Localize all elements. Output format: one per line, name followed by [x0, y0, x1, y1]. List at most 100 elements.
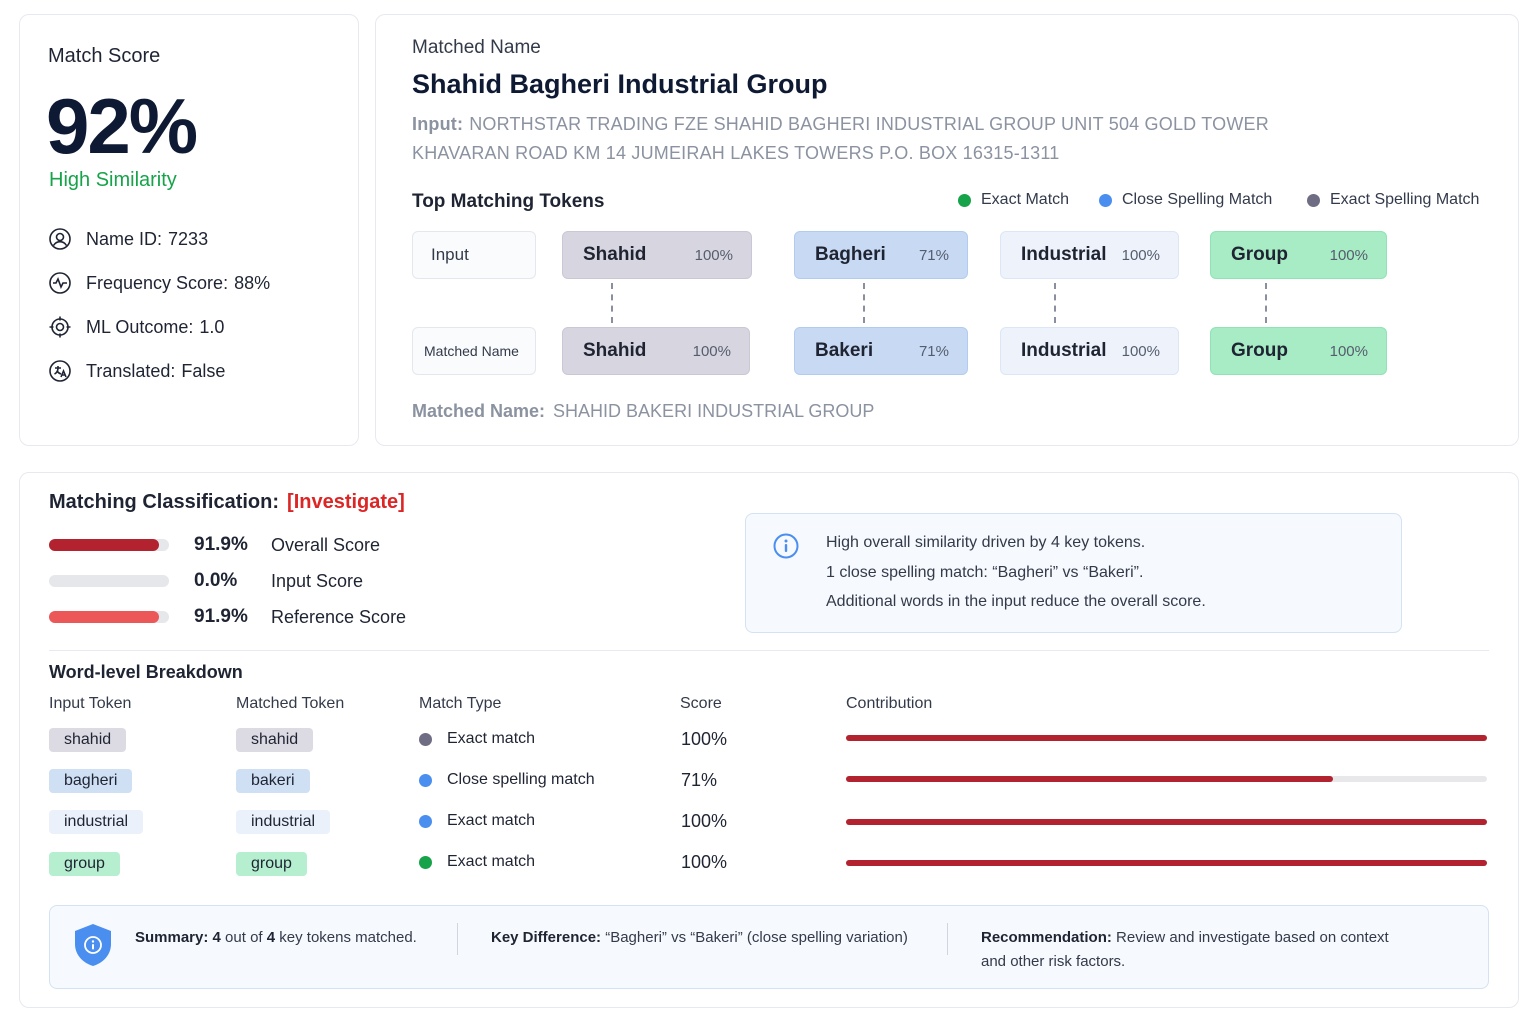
- info-line: Additional words in the input reduce the…: [826, 593, 1206, 610]
- matched-token-chip: group: [236, 852, 307, 876]
- target-icon: [49, 316, 71, 338]
- token-percent: 100%: [1329, 342, 1368, 360]
- summary-tail: key tokens matched.: [279, 929, 417, 946]
- legend-exact-spelling: Exact Spelling Match: [1307, 191, 1479, 209]
- overall-score-bar: [49, 539, 169, 551]
- input-token-shahid: Shahid 100%: [562, 231, 752, 279]
- blue-dot-icon: [419, 814, 432, 828]
- input-text: Input: NORTHSTAR TRADING FZE SHAHID BAGHE…: [412, 110, 1332, 168]
- input-score-label: Input Score: [271, 571, 364, 591]
- token-percent: 100%: [1121, 246, 1160, 264]
- reference-score-label: Reference Score: [271, 607, 407, 627]
- legend-close-spelling: Close Spelling Match: [1099, 191, 1272, 209]
- green-dot-icon: [958, 193, 971, 207]
- translated-value: False: [181, 360, 226, 381]
- input-token-chip: bagheri: [49, 769, 133, 793]
- key-difference-text: Key Difference: “Bagheri” vs “Bakeri” (c…: [491, 926, 908, 950]
- header-matched-token: Matched Token: [236, 695, 345, 712]
- legend-label: Exact Match: [981, 191, 1070, 208]
- separator: [457, 923, 458, 955]
- token-word: Group: [1231, 340, 1288, 361]
- matched-name-footer-value: SHAHID BAKERI INDUSTRIAL GROUP: [553, 401, 875, 421]
- token-percent: 71%: [918, 246, 949, 264]
- info-box: High overall similarity driven by 4 key …: [745, 513, 1402, 633]
- connector-line: [611, 283, 613, 323]
- overall-score-value: 91.9%: [194, 534, 248, 555]
- match-type: Exact match: [419, 853, 535, 871]
- gray-dot-icon: [419, 732, 432, 746]
- token-percent: 100%: [1121, 342, 1160, 360]
- reference-score-bar: [49, 611, 169, 623]
- match-score-card: Match Score 92% High Similarity Name ID:…: [19, 14, 359, 446]
- summary-mid: out of: [225, 929, 263, 946]
- connector-line: [1054, 283, 1056, 323]
- input-text-line-2: KHAVARAN ROAD KM 14 JUMEIRAH LAKES TOWER…: [412, 143, 1060, 163]
- shield-icon: [75, 924, 111, 966]
- summary-text: Summary: 4 out of 4 key tokens matched.: [135, 926, 417, 950]
- matched-token-chip: bakeri: [236, 769, 310, 793]
- input-token-group: Group 100%: [1210, 231, 1387, 279]
- input-score-value: 0.0%: [194, 570, 238, 591]
- input-token-chip: shahid: [49, 728, 127, 752]
- input-text-line-1: NORTHSTAR TRADING FZE SHAHID BAGHERI IND…: [469, 114, 1269, 134]
- green-dot-icon: [419, 855, 432, 869]
- row-score: 100%: [681, 729, 728, 749]
- input-label: Input:: [412, 114, 464, 134]
- contribution-bar: [846, 860, 1487, 866]
- reference-score-value: 91.9%: [194, 606, 248, 627]
- pulse-icon: [49, 272, 71, 294]
- contribution-bar: [846, 819, 1487, 825]
- legend-label: Close Spelling Match: [1122, 191, 1273, 208]
- token-percent: 100%: [692, 342, 731, 360]
- matched-name-footer: Matched Name: SHAHID BAKERI INDUSTRIAL GR…: [412, 401, 874, 422]
- name-id-row: Name ID: 7233: [48, 227, 208, 251]
- connector-line: [863, 283, 865, 323]
- classification-status: [Investigate]: [287, 491, 405, 513]
- classification-card: Matching Classification: [Investigate] 91…: [19, 472, 1519, 1008]
- overall-score-label: Overall Score: [271, 535, 381, 555]
- translated-label: Translated:: [86, 360, 176, 381]
- input-token-bagheri: Bagheri 71%: [794, 231, 968, 279]
- summary-panel: Summary: 4 out of 4 key tokens matched. …: [49, 905, 1489, 989]
- similarity-label: High Similarity: [49, 169, 177, 191]
- row-label-matched: Matched Name: [412, 327, 536, 375]
- info-line: 1 close spelling match: “Bagheri” vs “Ba…: [826, 564, 1144, 581]
- token-word: Industrial: [1021, 340, 1107, 361]
- token-percent: 71%: [918, 342, 949, 360]
- frequency-score-row: Frequency Score: 88%: [48, 271, 270, 295]
- recommendation-label: Recommendation:: [981, 929, 1112, 946]
- blue-dot-icon: [419, 773, 432, 787]
- top-matching-tokens-title: Top Matching Tokens: [412, 191, 605, 212]
- matched-name-card: Matched Name Shahid Bagheri Industrial G…: [375, 14, 1519, 446]
- row-score: 71%: [681, 770, 718, 790]
- frequency-score-label: Frequency Score:: [86, 272, 229, 293]
- separator: [947, 923, 948, 955]
- match-score-label: Match Score: [48, 45, 161, 67]
- ml-outcome-value: 1.0: [199, 316, 225, 337]
- summary-total: 4: [266, 929, 276, 946]
- input-token-industrial: Industrial 100%: [1000, 231, 1179, 279]
- match-score-value: 92%: [46, 82, 198, 170]
- match-type: Exact match: [419, 730, 535, 748]
- word-breakdown-title: Word-level Breakdown: [49, 662, 243, 682]
- matched-token-group: Group 100%: [1210, 327, 1387, 375]
- key-difference-value: “Bagheri” vs “Bakeri” (close spelling va…: [605, 929, 908, 946]
- token-word: Bagheri: [815, 244, 886, 265]
- contribution-bar: [846, 735, 1487, 741]
- gray-dot-icon: [1307, 193, 1320, 207]
- classification-label: Matching Classification:: [49, 491, 280, 513]
- summary-count: 4: [212, 929, 221, 946]
- translate-icon: [49, 360, 71, 382]
- contribution-bar: [846, 776, 1487, 782]
- matched-token-bakeri: Bakeri 71%: [794, 327, 968, 375]
- input-token-chip: industrial: [49, 810, 144, 834]
- recommendation-value: Review and investigate based on context: [1116, 929, 1389, 946]
- token-word: Group: [1231, 244, 1288, 265]
- matched-token-industrial: Industrial 100%: [1000, 327, 1179, 375]
- row-score: 100%: [681, 811, 728, 831]
- match-type: Close spelling match: [419, 771, 595, 789]
- matched-name-title: Shahid Bagheri Industrial Group: [412, 69, 828, 99]
- matched-name-heading: Matched Name: [412, 37, 541, 58]
- token-percent: 100%: [694, 246, 733, 264]
- row-score: 100%: [681, 852, 728, 872]
